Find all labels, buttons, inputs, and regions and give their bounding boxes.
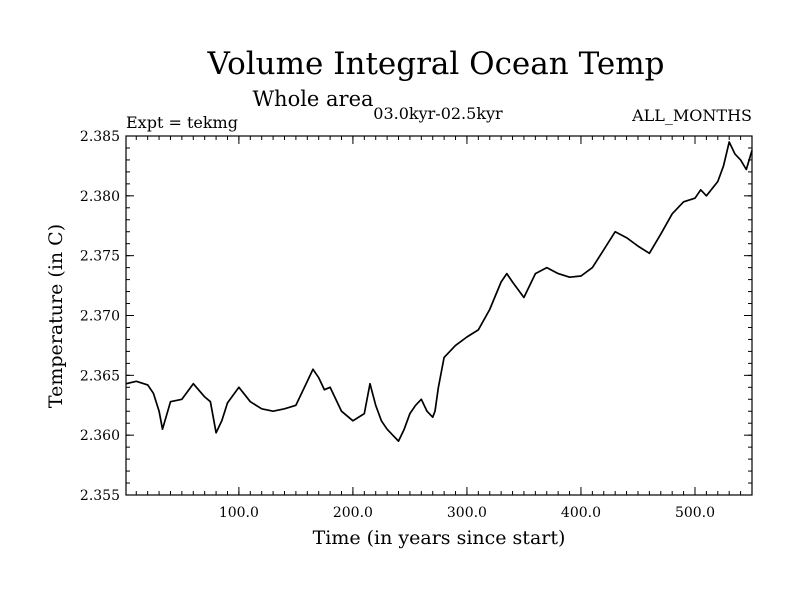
x-tick-label: 500.0 (675, 505, 715, 521)
y-tick-label: 2.380 (80, 189, 120, 205)
chart-subtitle: Whole area (252, 87, 373, 111)
y-tick-label: 2.370 (80, 309, 120, 325)
x-tick-label: 300.0 (447, 505, 487, 521)
y-tick-label: 2.385 (80, 129, 120, 145)
x-axis: 100.0 200.0 300.0 400.0 500.0 (135, 136, 753, 521)
y-axis-label: Temperature (in C) (45, 224, 67, 408)
x-tick-label: 200.0 (333, 505, 373, 521)
series-line (125, 141, 753, 442)
y-axis: 2.355 2.360 2.365 2.370 2.375 2.380 2.385 (80, 129, 752, 504)
x-tick-label: 100.0 (219, 505, 259, 521)
x-axis-label: Time (in years since start) (313, 527, 566, 549)
series-layer (125, 141, 753, 442)
chart-title: Volume Integral Ocean Temp (207, 46, 665, 82)
y-tick-label: 2.355 (80, 488, 120, 504)
plot-frame (125, 135, 753, 496)
experiment-label: Expt = tekmg (126, 113, 238, 132)
months-label: ALL_MONTHS (631, 106, 752, 125)
period-label: 03.0kyr-02.5kyr (373, 104, 503, 123)
y-tick-label: 2.360 (80, 428, 120, 444)
y-tick-label: 2.375 (80, 249, 120, 265)
x-tick-label: 400.0 (561, 505, 601, 521)
y-tick-label: 2.365 (80, 368, 120, 384)
